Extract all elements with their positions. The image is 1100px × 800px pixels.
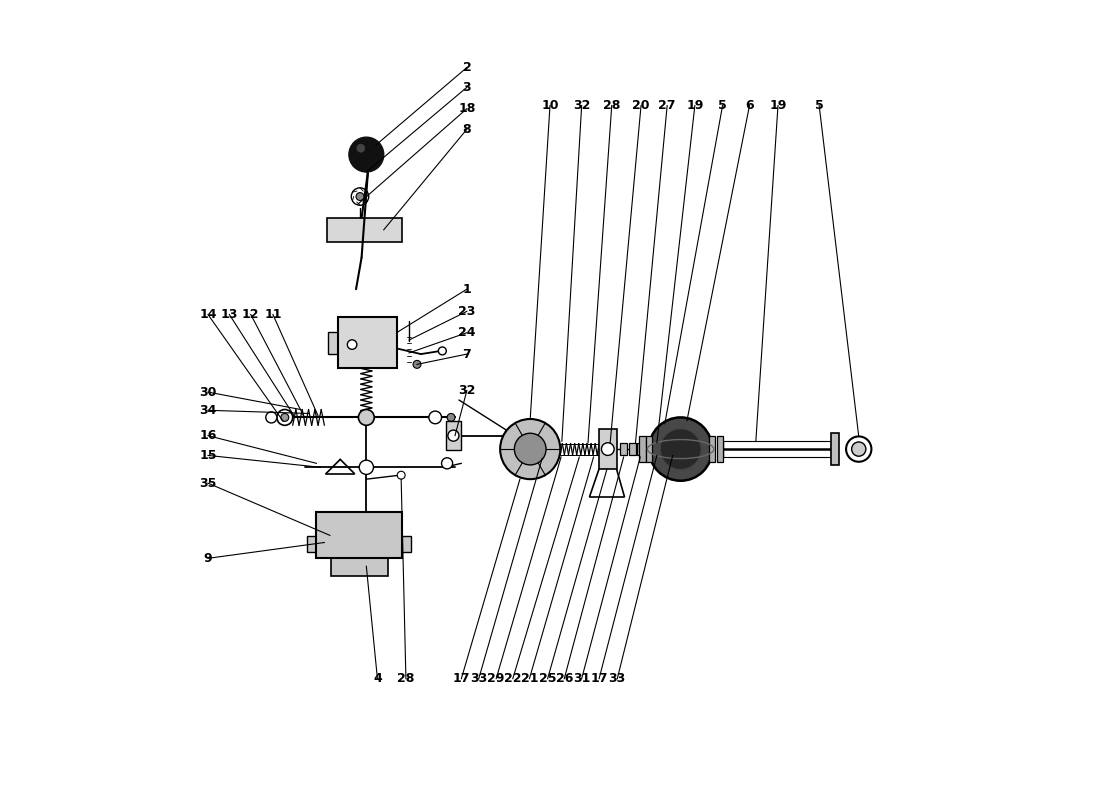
Text: 9: 9	[204, 552, 212, 565]
Text: 32: 32	[573, 99, 591, 112]
Text: 23: 23	[459, 305, 475, 318]
Text: 1: 1	[462, 282, 471, 296]
Text: 4: 4	[373, 672, 382, 685]
Text: 16: 16	[199, 429, 217, 442]
Bar	[328, 332, 340, 354]
Bar	[338, 317, 397, 368]
Bar	[830, 434, 839, 465]
Circle shape	[277, 410, 293, 426]
Text: 27: 27	[659, 99, 675, 112]
Text: 13: 13	[221, 308, 238, 321]
Bar	[646, 442, 652, 455]
Circle shape	[349, 137, 384, 172]
Bar	[710, 437, 715, 462]
Bar	[629, 442, 636, 455]
Text: 15: 15	[199, 449, 217, 462]
Bar	[717, 437, 724, 462]
Text: 33: 33	[470, 672, 487, 685]
Text: 28: 28	[603, 99, 620, 112]
Text: 2: 2	[462, 61, 471, 74]
Text: 5: 5	[718, 99, 727, 112]
Circle shape	[266, 412, 277, 423]
Text: 20: 20	[632, 99, 650, 112]
Circle shape	[504, 430, 517, 442]
Text: 7: 7	[462, 347, 471, 361]
Text: 28: 28	[397, 672, 415, 685]
Circle shape	[448, 430, 459, 441]
Text: 18: 18	[459, 102, 475, 115]
Text: 24: 24	[458, 326, 475, 339]
Text: 21: 21	[520, 672, 538, 685]
Text: 10: 10	[541, 99, 559, 112]
Circle shape	[441, 458, 452, 469]
Circle shape	[660, 429, 701, 470]
Text: 6: 6	[745, 99, 754, 112]
Circle shape	[602, 442, 614, 455]
Text: 32: 32	[459, 384, 475, 397]
Circle shape	[649, 418, 713, 481]
Text: 17: 17	[591, 672, 608, 685]
Text: 19: 19	[686, 99, 704, 112]
Text: 12: 12	[242, 308, 260, 321]
Bar	[646, 437, 652, 462]
Text: 26: 26	[556, 672, 573, 685]
Text: 31: 31	[573, 672, 591, 685]
Circle shape	[280, 414, 289, 422]
Text: 33: 33	[608, 672, 626, 685]
Circle shape	[500, 419, 560, 479]
Text: 30: 30	[199, 386, 217, 398]
Text: 22: 22	[504, 672, 521, 685]
Circle shape	[356, 193, 364, 201]
Text: 35: 35	[199, 477, 217, 490]
Circle shape	[429, 411, 441, 424]
Circle shape	[846, 437, 871, 462]
Bar	[446, 422, 461, 450]
Circle shape	[412, 361, 421, 368]
Circle shape	[515, 434, 546, 465]
Bar	[639, 437, 646, 462]
Bar	[637, 442, 644, 455]
Text: 14: 14	[199, 308, 217, 321]
Text: 19: 19	[769, 99, 786, 112]
Text: 17: 17	[452, 672, 470, 685]
Bar	[400, 536, 411, 552]
Text: 11: 11	[264, 308, 282, 321]
Circle shape	[348, 340, 356, 350]
Circle shape	[359, 410, 374, 426]
Bar	[317, 513, 402, 558]
Text: 34: 34	[199, 404, 217, 417]
Circle shape	[851, 442, 866, 456]
Text: 5: 5	[815, 99, 824, 112]
Bar	[307, 536, 318, 552]
Bar	[327, 218, 402, 242]
Circle shape	[351, 188, 369, 206]
Circle shape	[447, 414, 455, 422]
Text: 8: 8	[463, 122, 471, 136]
Bar	[620, 442, 627, 455]
Text: 29: 29	[487, 672, 505, 685]
Bar	[331, 557, 387, 576]
Text: 25: 25	[539, 672, 557, 685]
Circle shape	[397, 471, 405, 479]
Bar	[600, 430, 616, 469]
Text: 3: 3	[463, 81, 471, 94]
Circle shape	[360, 460, 374, 474]
Circle shape	[356, 144, 365, 152]
Circle shape	[439, 347, 447, 355]
